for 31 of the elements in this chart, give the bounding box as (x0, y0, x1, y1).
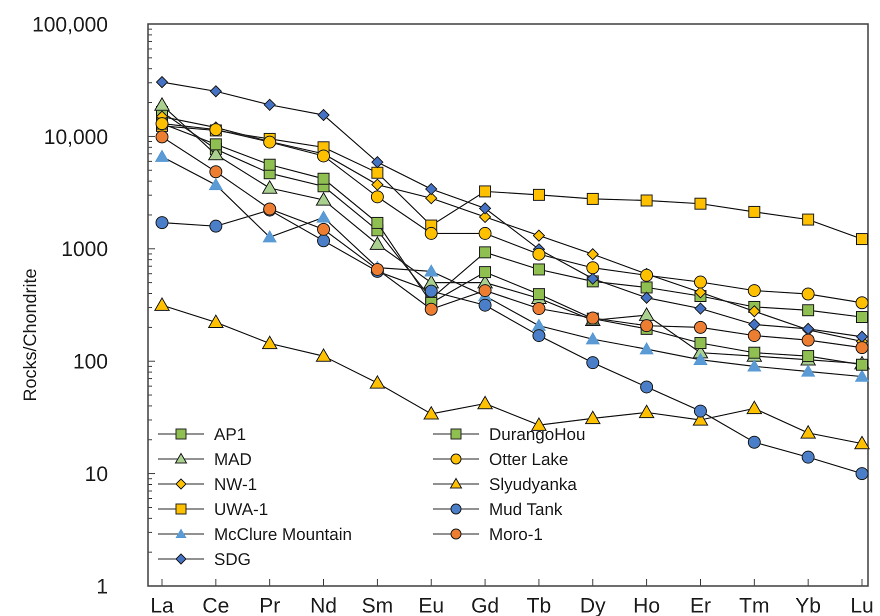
x-tick-label: Lu (850, 594, 874, 616)
legend-label: DurangoHou (489, 424, 586, 444)
y-tick-label: 100 (72, 350, 108, 374)
y-tick-label: 10,000 (44, 126, 108, 149)
x-tick-label: Pr (259, 594, 280, 616)
x-tick-label: Tm (739, 594, 770, 616)
y-tick-label: 100,000 (32, 13, 108, 36)
legend-label: Slyudyanka (489, 474, 578, 494)
x-tick-label: Ho (633, 594, 660, 616)
y-axis-title: Rocks/Chondrite (20, 268, 40, 402)
x-tick-label: Eu (418, 594, 444, 616)
legend-label: McClure Mountain (214, 524, 352, 544)
x-tick-label: Sm (362, 594, 394, 616)
legend-label: Moro-1 (489, 524, 543, 544)
legend-label: Mud Tank (489, 500, 563, 519)
y-tick-label: 1000 (61, 238, 108, 262)
legend-label: Otter Lake (489, 450, 568, 469)
legend-label: SDG (214, 550, 251, 569)
x-tick-label: Nd (310, 594, 337, 616)
legend-label: AP1 (214, 424, 246, 444)
legend-label: NW-1 (214, 474, 258, 494)
x-tick-label: Yb (795, 594, 821, 616)
y-tick-label: 10 (84, 462, 108, 486)
legend-label: UWA-1 (214, 500, 268, 519)
x-tick-label: Gd (471, 594, 500, 616)
x-tick-label: La (150, 594, 174, 616)
y-tick-label: 1 (96, 575, 108, 598)
x-tick-label: Ce (202, 594, 230, 616)
legend-label: MAD (214, 450, 252, 469)
x-tick-label: Tb (526, 594, 552, 616)
x-tick-label: Er (690, 594, 711, 616)
